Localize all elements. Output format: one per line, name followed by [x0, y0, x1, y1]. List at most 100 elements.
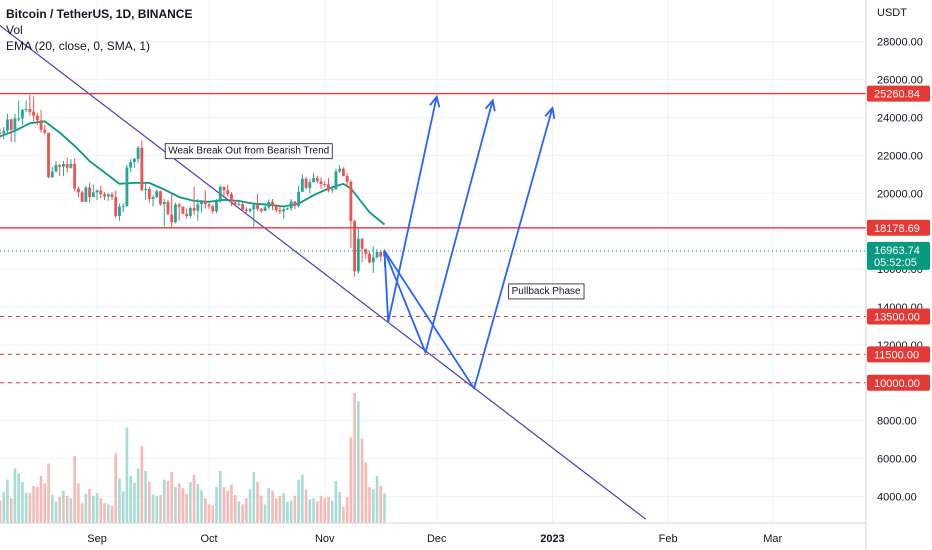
candle [28, 94, 32, 116]
candle [13, 113, 17, 143]
candle [43, 125, 47, 135]
volume-bar [271, 490, 274, 523]
candle-body [341, 168, 345, 177]
candle-body [203, 201, 207, 205]
volume-bar [364, 462, 368, 523]
candle [103, 192, 106, 200]
candle-body [312, 177, 315, 183]
candle-body [222, 186, 226, 191]
candle-body [0, 132, 2, 134]
symbol-title[interactable]: Bitcoin / TetherUS, 1D, BINANCE [6, 7, 193, 21]
level-price-label: 10000.00 [874, 378, 920, 390]
candle-body [297, 191, 301, 206]
volume-bar [263, 504, 267, 523]
candle [341, 167, 345, 177]
volume-bar [151, 494, 155, 523]
candle-body [136, 147, 140, 159]
volume-bar [368, 487, 371, 523]
candle [286, 207, 289, 211]
volume-bar [92, 495, 95, 523]
projection-path [383, 100, 494, 354]
candle-body [271, 201, 274, 206]
candle [196, 198, 200, 221]
candle [58, 163, 62, 177]
volume-bar [278, 495, 282, 523]
volume-bar [39, 475, 43, 523]
candle-body [334, 171, 338, 190]
candle [32, 96, 36, 122]
volume-bar [144, 470, 147, 523]
candle-body [28, 108, 32, 112]
annotation-text: Weak Break Out from Bearish Trend [168, 146, 329, 157]
candle [308, 179, 312, 194]
volume-bar [267, 488, 271, 523]
candle-body [80, 192, 84, 202]
volume-bar [103, 503, 106, 523]
ema-indicator-label[interactable]: EMA (20, close, 0, SMA, 1) [6, 39, 151, 53]
candle-body [368, 253, 371, 263]
y-unit-label: USDT [877, 7, 907, 19]
candle-body [308, 182, 312, 188]
candle-body [286, 208, 289, 210]
volume-bar [170, 472, 174, 523]
candle [114, 190, 118, 218]
level-price-label: 13500.00 [874, 311, 920, 323]
candle [6, 113, 9, 135]
volume-bar [196, 483, 200, 523]
candle [91, 184, 95, 198]
candle-body [47, 132, 50, 178]
volume-bar [9, 498, 13, 523]
candle [353, 219, 357, 277]
volume-bar [69, 498, 73, 523]
volume-bar [125, 427, 129, 523]
volume-bar [58, 496, 62, 523]
candle-body [174, 204, 177, 223]
level-price-tag [867, 219, 930, 236]
candle [215, 198, 218, 213]
volume-bar [181, 488, 185, 523]
candle [9, 118, 13, 143]
volume-bar [334, 480, 338, 523]
candle [323, 181, 327, 188]
trendline-layer [0, 24, 647, 520]
candle-body [84, 187, 88, 202]
price-axis[interactable]: 4000.006000.008000.0010000.0012000.00140… [865, 0, 930, 550]
level-price-tag [867, 85, 930, 102]
volume-bar [6, 479, 9, 523]
volume-bar [0, 500, 2, 523]
x-tick-label: Dec [427, 533, 447, 545]
candle [203, 190, 207, 209]
volume-bar [73, 456, 76, 523]
candle-countdown-label: 05:52:05 [874, 257, 917, 269]
time-axis[interactable]: Sep Oct Nov Dec 2023 Feb Mar [0, 522, 866, 545]
candle-body [226, 190, 230, 195]
candle-body [315, 177, 319, 182]
candle-body [241, 203, 245, 210]
volume-bar [185, 493, 188, 523]
candle-body [252, 205, 256, 210]
candle-body [207, 204, 211, 207]
volume-indicator-label[interactable]: Vol [6, 23, 23, 37]
volume-bar [226, 490, 230, 523]
candle [20, 108, 24, 126]
candle [282, 207, 286, 219]
candle-body [364, 248, 368, 254]
projection-arrowhead [429, 94, 441, 108]
candle [312, 172, 315, 183]
candle-body [327, 184, 330, 191]
volume-bar [77, 483, 80, 523]
candle-body [6, 119, 9, 131]
candle [244, 207, 248, 215]
candle-body [233, 202, 237, 205]
volume-bar [252, 472, 256, 523]
candle [289, 198, 293, 211]
volume-bar [215, 487, 218, 523]
candle [174, 202, 177, 224]
volume-bar [342, 506, 345, 523]
candle-body [144, 188, 147, 191]
volume-bar [80, 503, 84, 523]
candle-body [278, 209, 282, 212]
volume-bar [106, 504, 110, 523]
volume-bar [159, 495, 162, 523]
